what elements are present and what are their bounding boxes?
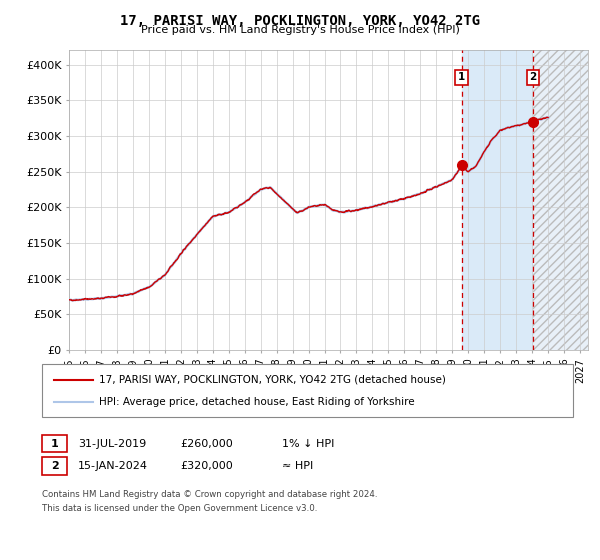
- Bar: [461, 50, 533, 350]
- Text: 17, PARISI WAY, POCKLINGTON, YORK, YO42 2TG: 17, PARISI WAY, POCKLINGTON, YORK, YO42 …: [120, 14, 480, 28]
- Text: 1% ↓ HPI: 1% ↓ HPI: [282, 438, 334, 449]
- Bar: [533, 50, 588, 350]
- Text: 15-JAN-2024: 15-JAN-2024: [78, 461, 148, 471]
- Text: This data is licensed under the Open Government Licence v3.0.: This data is licensed under the Open Gov…: [42, 504, 317, 513]
- Text: £260,000: £260,000: [180, 438, 233, 449]
- Text: £320,000: £320,000: [180, 461, 233, 471]
- Text: HPI: Average price, detached house, East Riding of Yorkshire: HPI: Average price, detached house, East…: [99, 397, 415, 407]
- Text: 2: 2: [51, 461, 58, 471]
- Text: 1: 1: [51, 438, 58, 449]
- Text: Contains HM Land Registry data © Crown copyright and database right 2024.: Contains HM Land Registry data © Crown c…: [42, 490, 377, 499]
- Text: Price paid vs. HM Land Registry's House Price Index (HPI): Price paid vs. HM Land Registry's House …: [140, 25, 460, 35]
- Text: 2: 2: [529, 72, 536, 82]
- Text: 31-JUL-2019: 31-JUL-2019: [78, 438, 146, 449]
- Text: 1: 1: [458, 72, 465, 82]
- Text: ≈ HPI: ≈ HPI: [282, 461, 313, 471]
- Bar: [533, 50, 588, 350]
- Text: 17, PARISI WAY, POCKLINGTON, YORK, YO42 2TG (detached house): 17, PARISI WAY, POCKLINGTON, YORK, YO42 …: [99, 375, 446, 385]
